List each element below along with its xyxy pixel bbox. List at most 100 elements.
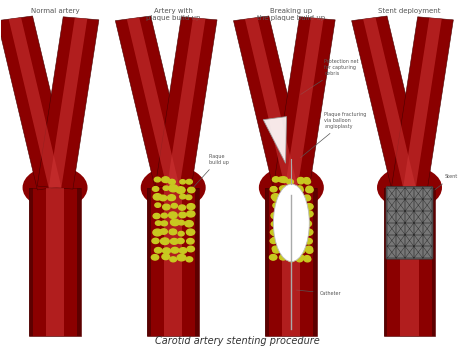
Circle shape: [272, 237, 278, 242]
Circle shape: [153, 213, 160, 219]
Circle shape: [186, 195, 192, 200]
Polygon shape: [313, 188, 318, 336]
Circle shape: [162, 254, 170, 259]
Polygon shape: [383, 188, 436, 336]
Circle shape: [295, 238, 302, 244]
Circle shape: [279, 213, 285, 218]
Circle shape: [279, 238, 287, 245]
Circle shape: [297, 230, 304, 235]
Circle shape: [304, 179, 310, 184]
Circle shape: [305, 229, 313, 235]
Polygon shape: [352, 16, 427, 190]
Circle shape: [186, 179, 192, 184]
Ellipse shape: [23, 166, 88, 209]
Circle shape: [279, 230, 286, 235]
Circle shape: [305, 239, 312, 244]
Circle shape: [153, 194, 162, 200]
Circle shape: [305, 204, 313, 210]
Polygon shape: [263, 116, 286, 163]
Polygon shape: [9, 17, 61, 188]
Ellipse shape: [259, 166, 324, 209]
Circle shape: [306, 204, 312, 209]
Circle shape: [278, 205, 285, 210]
Circle shape: [305, 211, 313, 217]
Circle shape: [159, 195, 167, 201]
Circle shape: [306, 186, 313, 191]
Polygon shape: [29, 188, 81, 336]
Circle shape: [296, 186, 303, 191]
Circle shape: [298, 180, 304, 184]
Circle shape: [281, 204, 288, 210]
Circle shape: [169, 179, 175, 184]
Polygon shape: [245, 17, 298, 188]
Circle shape: [273, 247, 280, 253]
Circle shape: [303, 178, 310, 183]
Text: Breaking up
the plaque build up: Breaking up the plaque build up: [257, 8, 326, 21]
Circle shape: [303, 221, 310, 225]
Polygon shape: [383, 188, 387, 336]
Circle shape: [287, 185, 296, 192]
Circle shape: [160, 229, 167, 234]
Circle shape: [273, 177, 279, 182]
Circle shape: [161, 221, 167, 226]
Ellipse shape: [273, 184, 310, 262]
Polygon shape: [155, 17, 217, 189]
Circle shape: [271, 222, 278, 227]
Circle shape: [296, 232, 302, 236]
Circle shape: [273, 177, 279, 182]
Circle shape: [187, 211, 195, 217]
Circle shape: [177, 238, 184, 244]
Circle shape: [288, 257, 295, 262]
Circle shape: [271, 213, 278, 218]
Circle shape: [273, 196, 279, 201]
Text: Carotid artery stenting procedure: Carotid artery stenting procedure: [155, 336, 319, 346]
Circle shape: [186, 257, 193, 262]
Circle shape: [286, 195, 294, 201]
Circle shape: [179, 205, 186, 210]
Circle shape: [187, 239, 194, 244]
Circle shape: [273, 221, 280, 225]
Circle shape: [177, 254, 186, 261]
Text: Stent deployment: Stent deployment: [378, 8, 441, 14]
Circle shape: [171, 204, 177, 208]
Circle shape: [270, 238, 277, 244]
Polygon shape: [127, 17, 179, 188]
Circle shape: [160, 238, 169, 245]
Circle shape: [295, 254, 304, 261]
Circle shape: [277, 195, 285, 201]
Circle shape: [161, 213, 167, 218]
Circle shape: [296, 220, 302, 225]
Polygon shape: [0, 16, 73, 190]
Circle shape: [169, 229, 177, 235]
Polygon shape: [29, 188, 33, 336]
Circle shape: [297, 212, 304, 218]
Circle shape: [270, 187, 277, 192]
Circle shape: [170, 257, 176, 262]
Circle shape: [163, 186, 169, 190]
Polygon shape: [273, 17, 335, 189]
Polygon shape: [37, 17, 99, 189]
Polygon shape: [401, 188, 419, 336]
Text: Plaque
build up: Plaque build up: [182, 154, 228, 200]
Circle shape: [153, 187, 159, 191]
Circle shape: [279, 248, 286, 253]
Circle shape: [185, 221, 193, 227]
Circle shape: [298, 194, 304, 199]
Polygon shape: [46, 188, 64, 336]
Circle shape: [287, 212, 295, 218]
Circle shape: [280, 255, 286, 260]
Circle shape: [180, 180, 185, 184]
Circle shape: [270, 230, 277, 235]
Text: Stent: Stent: [426, 175, 458, 196]
Circle shape: [179, 248, 187, 253]
Circle shape: [305, 246, 312, 252]
Circle shape: [271, 229, 280, 236]
Ellipse shape: [141, 166, 206, 209]
Text: Normal artery: Normal artery: [31, 8, 79, 14]
Circle shape: [187, 246, 194, 252]
Text: Plaque fracturing
via balloon
angioplasty: Plaque fracturing via balloon angioplast…: [301, 112, 367, 158]
Circle shape: [281, 248, 289, 254]
Text: Artery with
plaque build up: Artery with plaque build up: [146, 8, 201, 21]
Circle shape: [287, 179, 293, 184]
Circle shape: [187, 204, 195, 210]
